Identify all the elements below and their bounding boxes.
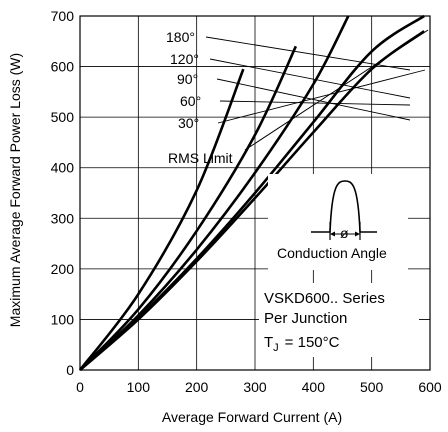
series-label-1: 120° (170, 51, 199, 67)
series-lines (78, 14, 425, 371)
y-tick-label-3: 300 (51, 210, 75, 226)
axes (79, 15, 431, 371)
y-tick-label-0: 0 (66, 362, 74, 378)
y-axis-title: Maximum Average Forward Power Loss (W) (7, 53, 23, 327)
label-leader-lines (205, 29, 429, 151)
angle-symbol: ø (340, 225, 349, 241)
series-label-3: 60° (180, 93, 201, 109)
x-tick-label-4: 400 (302, 379, 326, 395)
x-tick-label-6: 600 (418, 379, 442, 395)
arrow-head-right (355, 231, 360, 237)
x-tick-label-2: 200 (185, 379, 209, 395)
plot-frame (79, 15, 431, 371)
x-tick-label-5: 500 (360, 379, 384, 395)
leader-line-3 (219, 100, 411, 106)
arrow-head-left (330, 231, 335, 237)
conduction-angle-label: Conduction Angle (277, 245, 387, 261)
series-label-2: 90° (177, 71, 198, 87)
y-axis-ticks: 0 100 200 300 400 500 600 700 (51, 8, 75, 378)
y-tick-label-7: 700 (51, 8, 75, 24)
series-line-4 (78, 68, 245, 371)
inset-background (268, 174, 408, 270)
series-labels: 180° 120° 90° 60° 30° (166, 29, 201, 131)
y-tick-label-6: 600 (51, 59, 75, 75)
series-line-1 (79, 14, 425, 371)
junction-temperature: TJ = 150°C (264, 334, 340, 354)
y-tick-label-1: 100 (51, 311, 75, 327)
series-name: VSKD600.. Series (264, 290, 385, 307)
y-tick-label-5: 500 (51, 109, 75, 125)
conduction-angle-inset: ø Conduction Angle (268, 174, 408, 270)
series-label-4: 30° (178, 115, 199, 131)
x-axis-ticks: 0 100 200 300 400 500 600 (76, 379, 442, 395)
conduction-waveform (311, 180, 377, 233)
annotation-background (259, 283, 419, 357)
series-line-2 (79, 15, 350, 371)
x-tick-label-3: 300 (243, 379, 267, 395)
leader-line-4 (217, 69, 426, 124)
leader-line-1 (209, 58, 411, 99)
x-axis-title: Average Forward Current (A) (162, 409, 342, 425)
x-tick-label-1: 100 (127, 379, 151, 395)
leader-line-2 (216, 78, 411, 121)
x-tick-label-0: 0 (76, 379, 84, 395)
rms-limit-label: RMS Limit (168, 150, 233, 166)
series-line-3 (79, 45, 298, 371)
y-tick-label-4: 400 (51, 160, 75, 176)
y-tick-label-2: 200 (51, 261, 75, 277)
per-junction-label: Per Junction (264, 310, 347, 327)
leader-line-0 (205, 36, 411, 71)
series-label-0: 180° (166, 29, 195, 45)
